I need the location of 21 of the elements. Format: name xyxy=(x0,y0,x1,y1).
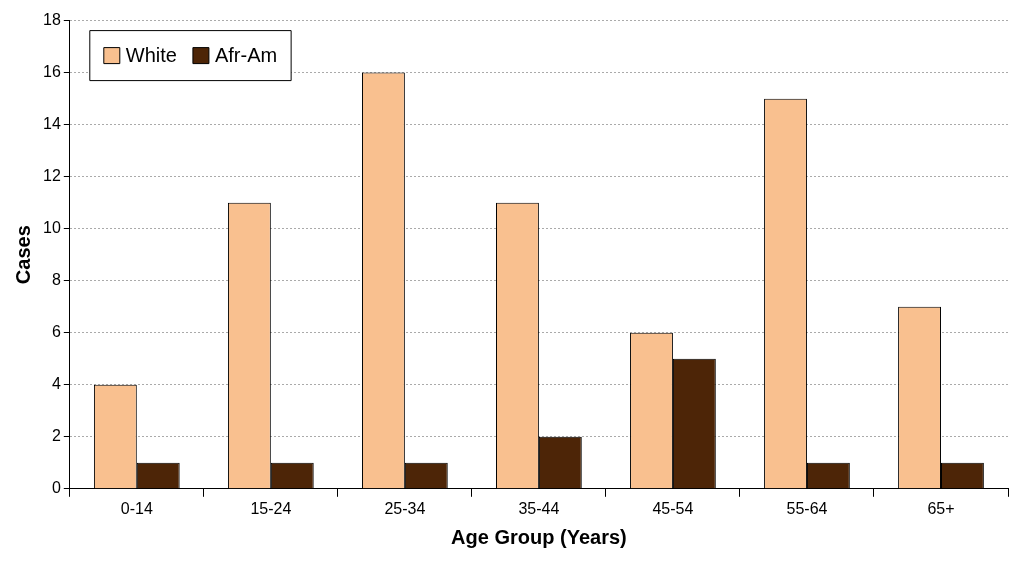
x-tick-label: 35-44 xyxy=(518,499,560,517)
x-tick-label: 45-54 xyxy=(652,499,694,517)
x-tick-label: 65+ xyxy=(927,499,955,517)
y-tick-label: 0 xyxy=(51,479,61,497)
y-tick-label: 4 xyxy=(51,375,61,393)
legend-label: White xyxy=(125,44,177,67)
y-axis-title: Cases xyxy=(11,225,34,285)
x-axis-title: Age Group (Years) xyxy=(451,525,627,548)
y-tick-label: 6 xyxy=(51,323,61,341)
y-tick-label: 14 xyxy=(43,115,61,133)
y-tick-label: 8 xyxy=(51,271,61,289)
legend-label: Afr-Am xyxy=(214,44,278,67)
y-tick-label: 18 xyxy=(43,11,61,29)
y-tick-label: 16 xyxy=(43,63,61,81)
x-tick-label: 25-34 xyxy=(384,499,426,517)
x-tick-label: 55-64 xyxy=(786,499,828,517)
y-tick-label: 2 xyxy=(51,427,61,445)
x-tick-label: 15-24 xyxy=(250,499,292,517)
x-tick-label: 0-14 xyxy=(120,499,153,517)
y-tick-label: 12 xyxy=(43,167,61,185)
y-tick-label: 10 xyxy=(43,219,61,237)
